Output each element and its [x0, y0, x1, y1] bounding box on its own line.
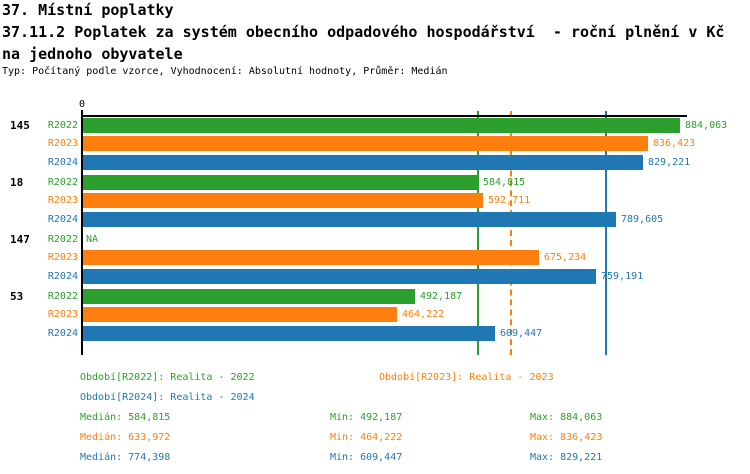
bar-r2022 [83, 118, 680, 133]
stat-min-r2024: Min: 609,447 [330, 452, 403, 463]
median-line-r2023 [510, 111, 512, 355]
bar-na-label: NA [86, 234, 99, 245]
series-label-r2023: R2023 [47, 252, 78, 263]
bar-r2022 [83, 289, 415, 304]
median-line-r2022 [477, 111, 479, 355]
legend-item-r2023: Období[R2023]: Realita - 2023 [379, 372, 554, 383]
group-label: 18 [10, 176, 24, 189]
chart-title: 37.11.2 Poplatek za systém obecního odpa… [2, 23, 725, 41]
group-label: 147 [10, 233, 30, 246]
bar-value-label: 759,191 [601, 271, 644, 282]
bar-value-label: 592,711 [488, 195, 531, 206]
bar-value-label: 492,187 [420, 291, 463, 302]
series-label-r2023: R2023 [47, 309, 78, 320]
bar-r2023 [83, 250, 539, 265]
stat-median-r2024: Medián: 774,398 [80, 452, 171, 463]
median-line-r2024 [605, 111, 607, 355]
bar-r2024 [83, 269, 596, 284]
axis-zero-tick-label: 0 [78, 99, 86, 110]
legend-item-r2024: Období[R2024]: Realita - 2024 [80, 392, 255, 403]
category-axis-line [81, 110, 83, 355]
series-label-r2022: R2022 [47, 120, 78, 131]
series-label-r2023: R2023 [47, 195, 78, 206]
bar-value-label: 789,605 [621, 214, 664, 225]
series-label-r2022: R2022 [47, 291, 78, 302]
stat-min-r2023: Min: 464,222 [330, 432, 403, 443]
series-label-r2023: R2023 [47, 138, 78, 149]
bar-r2023 [83, 136, 648, 151]
bar-value-label: 829,221 [648, 157, 691, 168]
bar-value-label: 584,815 [483, 177, 526, 188]
series-label-r2022: R2022 [47, 234, 78, 245]
bar-r2024 [83, 212, 616, 227]
stat-median-r2023: Medián: 633,972 [80, 432, 171, 443]
page-title: 37. Místní poplatky [2, 1, 174, 19]
chart-meta-info: Typ: Počítaný podle vzorce, Vyhodnocení:… [2, 66, 448, 77]
group-label: 53 [10, 290, 24, 303]
bar-r2023 [83, 307, 397, 322]
bar-r2024 [83, 326, 495, 341]
series-label-r2022: R2022 [47, 177, 78, 188]
bar-value-label: 884,063 [685, 120, 728, 131]
legend-item-r2022: Období[R2022]: Realita - 2022 [80, 372, 255, 383]
bar-r2023 [83, 193, 483, 208]
bar-value-label: 609,447 [500, 328, 543, 339]
group-label: 145 [10, 119, 30, 132]
bar-r2024 [83, 155, 643, 170]
series-label-r2024: R2024 [47, 271, 78, 282]
bar-value-label: 464,222 [402, 309, 445, 320]
series-label-r2024: R2024 [47, 157, 78, 168]
series-label-r2024: R2024 [47, 328, 78, 339]
stat-max-r2022: Max: 884,063 [530, 412, 603, 423]
chart-plot: 0 145 R2022 884,063 R2023 836,423 R2024 829,22… [0, 100, 750, 364]
stat-min-r2022: Min: 492,187 [330, 412, 403, 423]
chart-title-continued: na jednoho obyvatele [2, 45, 183, 63]
stat-median-r2022: Medián: 584,815 [80, 412, 171, 423]
bar-r2022 [83, 175, 478, 190]
series-label-r2024: R2024 [47, 214, 78, 225]
stat-max-r2023: Max: 836,423 [530, 432, 603, 443]
bar-value-label: 675,234 [544, 252, 587, 263]
bar-value-label: 836,423 [653, 138, 696, 149]
value-axis-line [81, 115, 687, 117]
stat-max-r2024: Max: 829,221 [530, 452, 603, 463]
